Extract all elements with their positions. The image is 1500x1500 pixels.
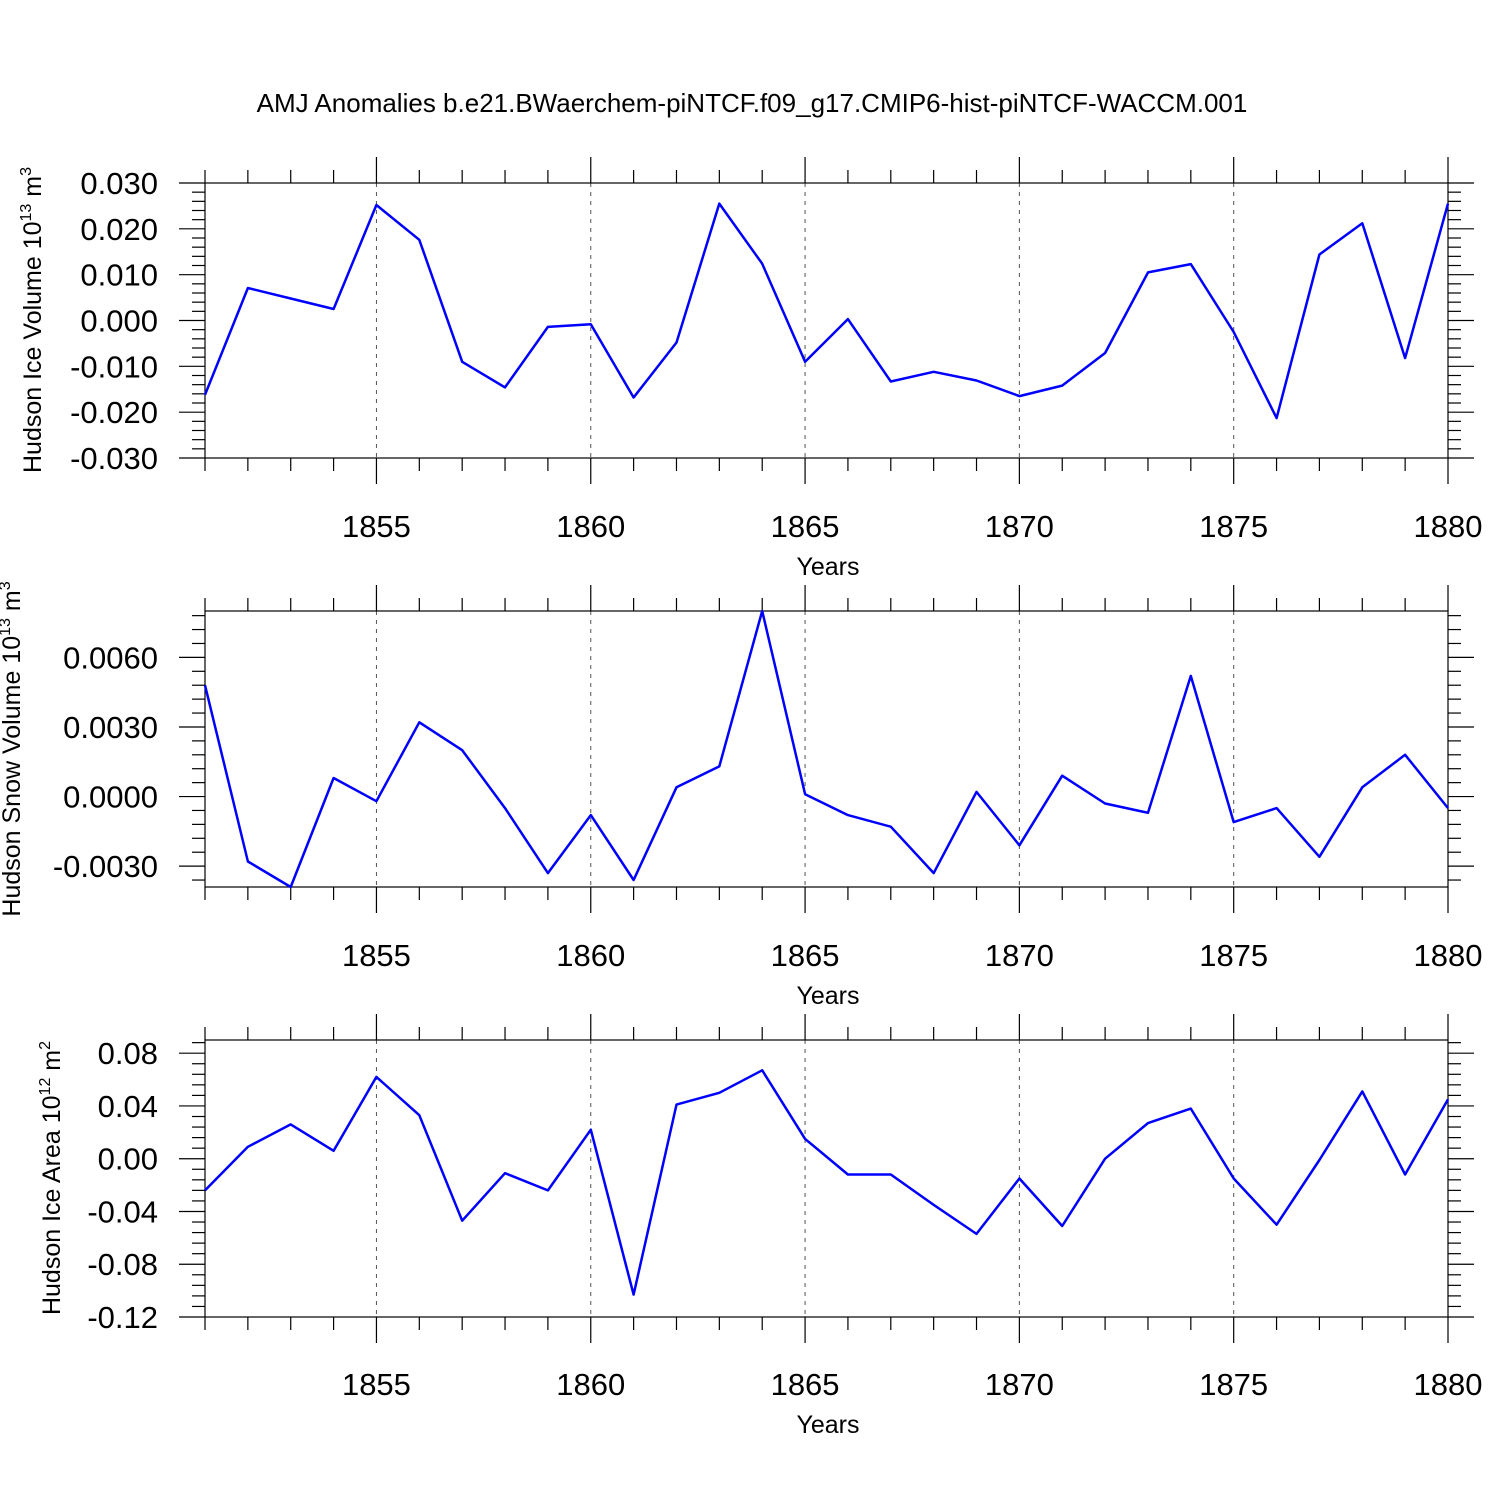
x-axis-label: Years xyxy=(796,553,859,581)
x-tick-label: 1865 xyxy=(771,509,840,544)
y-tick-label: 0.010 xyxy=(80,258,158,293)
x-tick-label: 1875 xyxy=(1199,1367,1268,1402)
y-tick-label: -0.12 xyxy=(87,1300,158,1335)
y-tick-label: 0.000 xyxy=(80,304,158,339)
y-tick-label: 0.0060 xyxy=(63,640,158,675)
y-tick-label: 0.0030 xyxy=(63,710,158,745)
x-tick-label: 1865 xyxy=(771,938,840,973)
x-tick-label: 1880 xyxy=(1414,938,1483,973)
plot-frame xyxy=(204,610,1449,888)
x-axis-label: Years xyxy=(796,982,859,1010)
panel-2: -0.0030 0.0000 0.0030 0.0060 1855 1860 1865 187… xyxy=(0,581,1482,1010)
y-tick-label: 0.00 xyxy=(98,1142,158,1177)
y-tick-label: 0.04 xyxy=(98,1089,158,1124)
y-tick-label: 0.08 xyxy=(98,1036,158,1071)
panel-1: -0.030 -0.020 -0.010 0.000 0.010 0.020 0.030 18… xyxy=(18,157,1482,581)
x-tick-label: 1865 xyxy=(771,1367,840,1402)
x-tick-label: 1860 xyxy=(556,938,625,973)
y-tick-label: 0.0000 xyxy=(63,780,158,815)
x-tick-label: 1880 xyxy=(1414,509,1483,544)
y-tick-label: -0.030 xyxy=(70,441,158,476)
y-tick-label: -0.04 xyxy=(87,1194,158,1229)
x-tick-label: 1855 xyxy=(342,1367,411,1402)
y-tick-label: -0.0030 xyxy=(53,849,158,884)
y-tick-label: -0.010 xyxy=(70,349,158,384)
x-tick-label: 1870 xyxy=(985,938,1054,973)
x-tick-label: 1860 xyxy=(556,509,625,544)
x-tick-label: 1855 xyxy=(342,938,411,973)
y-axis-label: Hudson Snow Volume 1013 m3 xyxy=(0,581,26,916)
panels-group: -0.030 -0.020 -0.010 0.000 0.010 0.020 0.030 18… xyxy=(0,157,1482,1439)
y-axis-label: Hudson Ice Area 1012 m2 xyxy=(37,1041,66,1315)
plot-frame xyxy=(204,1039,1449,1318)
plot-frame xyxy=(204,182,1449,459)
series-line-1 xyxy=(204,1069,1450,1296)
series-line-1 xyxy=(203,609,1449,889)
x-tick-label: 1880 xyxy=(1414,1367,1483,1402)
y-tick-label: -0.08 xyxy=(87,1247,158,1282)
x-tick-label: 1870 xyxy=(985,509,1054,544)
x-tick-label: 1875 xyxy=(1199,938,1268,973)
y-tick-label: 0.030 xyxy=(80,166,158,201)
x-axis-label: Years xyxy=(796,1411,859,1439)
series-line-1 xyxy=(203,202,1450,420)
figure-title: AMJ Anomalies b.e21.BWaerchem-piNTCF.f09… xyxy=(257,88,1248,118)
panel-3: -0.12 -0.08 -0.04 0.00 0.04 0.08 1855 1860 1865 1… xyxy=(37,1014,1482,1439)
x-tick-label: 1860 xyxy=(556,1367,625,1402)
y-tick-label: 0.020 xyxy=(80,212,158,247)
x-tick-label: 1875 xyxy=(1199,509,1268,544)
x-tick-label: 1870 xyxy=(985,1367,1054,1402)
y-tick-label: -0.020 xyxy=(70,395,158,430)
x-tick-label: 1855 xyxy=(342,509,411,544)
y-axis-label: Hudson Ice Volume 1013 m3 xyxy=(18,167,47,473)
